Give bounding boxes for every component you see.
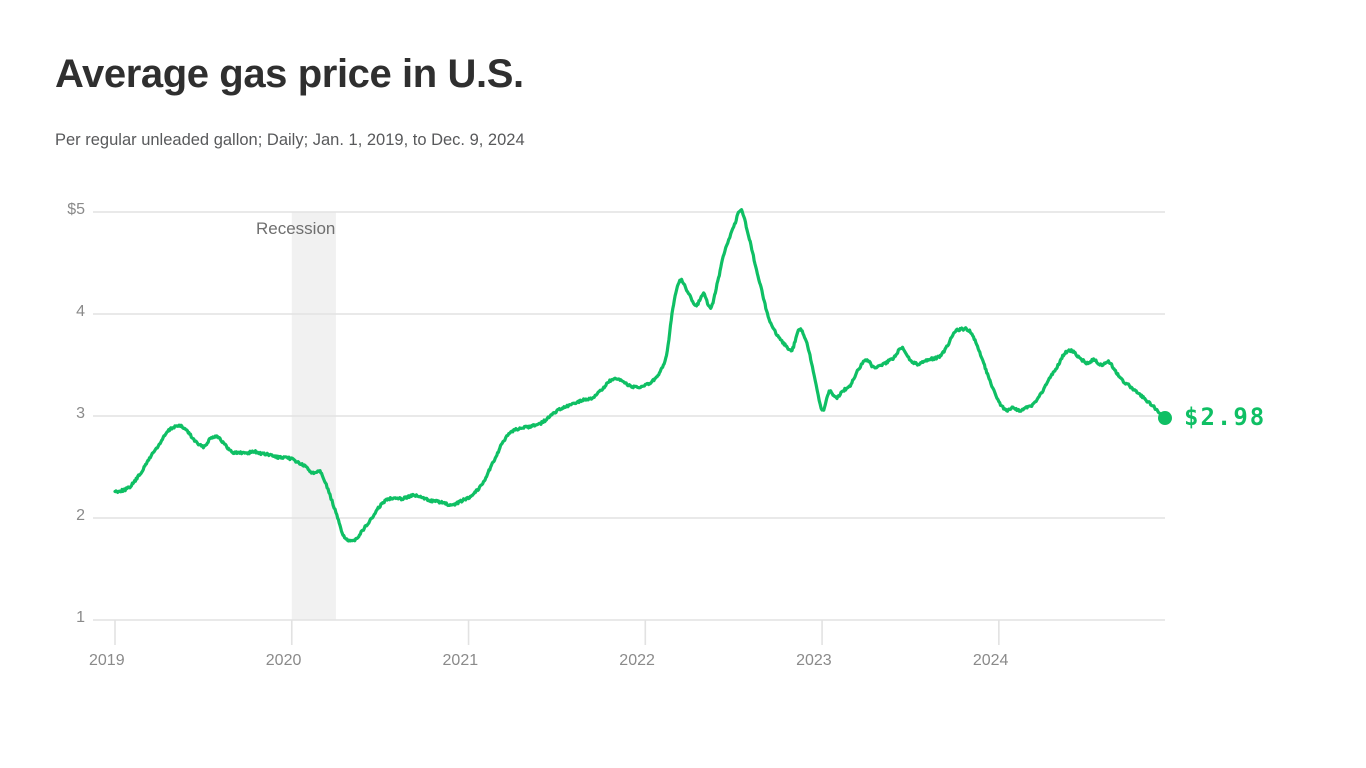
recession-annotation-label: Recession (256, 219, 336, 238)
endpoint-marker (1158, 411, 1172, 426)
y-axis-tick-label: $5 (67, 201, 85, 218)
x-axis-tick-label: 2021 (442, 652, 479, 669)
price-line-layer (113, 208, 1167, 543)
y-axis-tick-label: 1 (76, 609, 85, 626)
gridline-layer (93, 211, 1165, 621)
y-axis-tick-label: 3 (76, 405, 85, 422)
x-tick-layer (114, 620, 1000, 645)
page-title: Average gas price in U.S. (55, 52, 524, 96)
recession-band (291, 212, 336, 620)
recession-band-layer (291, 212, 336, 620)
x-axis-tick-label: 2023 (796, 652, 832, 669)
x-axis-tick-label: 2024 (972, 652, 1009, 669)
y-axis-tick-label: 2 (76, 507, 85, 524)
price-line (113, 208, 1167, 543)
endpoint-value-label: $2.98 (1184, 403, 1267, 432)
endpoint-marker-layer (1158, 411, 1172, 426)
x-axis-tick-label: 2022 (619, 652, 655, 669)
x-axis-tick-label: 2020 (265, 652, 302, 669)
y-axis-tick-label: 4 (76, 303, 85, 320)
x-axis-tick-label: 2019 (89, 652, 125, 669)
chart-subtitle: Per regular unleaded gallon; Daily; Jan.… (55, 131, 525, 149)
